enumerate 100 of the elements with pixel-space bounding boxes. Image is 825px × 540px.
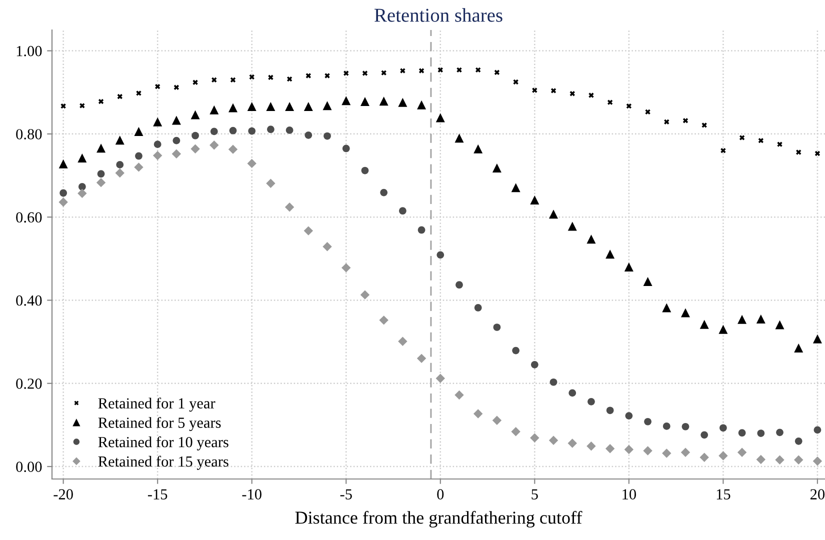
y-tick-label: 0.60 [16,212,42,223]
point [662,422,670,430]
point [624,262,634,272]
point [720,424,727,432]
x-tick-label: 0 [437,489,444,500]
point [570,91,575,96]
point [568,222,577,231]
y-tick-label: 1.00 [16,46,42,56]
x-tick-label: 20 [810,489,825,500]
point [80,103,85,108]
point [475,67,481,73]
point [136,90,142,96]
point [796,150,802,155]
point [511,183,520,192]
point [775,455,784,464]
x-tick-label: -15 [148,489,168,500]
point [134,162,144,172]
point [530,196,540,205]
point [680,308,690,318]
point [78,188,87,198]
point [474,144,483,154]
point [117,94,122,100]
point [549,210,558,219]
point [606,406,614,414]
point [190,110,200,120]
point [248,127,256,135]
point [626,103,632,109]
point [645,109,650,114]
x-tick-label: 10 [622,489,636,500]
point [436,251,444,259]
point [324,132,331,140]
legend-label: Retained for 1 year [98,398,216,412]
point [492,164,502,173]
point [606,250,615,259]
point [756,454,766,464]
point [718,451,728,460]
point [304,132,312,139]
point [680,448,690,457]
legend-label: Retained for 10 years [98,436,228,450]
chart-title: Retention shares [374,8,502,22]
point [417,100,426,110]
point [512,346,520,354]
point [98,98,104,104]
point [379,96,388,106]
x-tick-label: 15 [716,489,730,500]
point [777,142,782,147]
point [60,189,67,197]
point [247,158,256,168]
legend-label: Retained for 15 years [98,456,228,470]
point [361,166,369,174]
point [210,140,219,150]
point [700,431,708,439]
point [756,314,766,324]
point [115,136,124,145]
point [814,150,820,156]
point [812,334,822,344]
point [58,159,68,168]
point [644,418,652,426]
point [96,178,106,188]
point [190,144,200,154]
point [436,374,445,383]
point [586,234,596,244]
point [530,433,540,442]
point [418,226,426,234]
point [398,98,408,107]
point [379,316,388,325]
point [152,150,162,160]
point [814,426,822,434]
point [286,76,292,82]
point [286,126,294,134]
point [550,88,556,94]
legend-label: Retained for 5 years [98,416,221,432]
point [720,148,726,154]
point [530,360,538,368]
point [794,344,804,353]
point [812,456,822,466]
point [96,144,106,153]
point [738,429,746,437]
point [738,314,747,324]
x-axis-title: Distance from the grandfathering cutoff [295,510,582,528]
x-tick-label: -10 [242,489,262,500]
point [249,74,254,80]
point [737,448,747,457]
point [454,134,464,143]
point [78,183,86,190]
point [456,67,462,73]
y-tick-label: 0.00 [16,462,42,472]
point [456,281,463,289]
point [172,149,182,158]
point [115,168,124,178]
point [342,96,351,106]
point [266,178,276,188]
point [344,70,349,76]
point [588,92,594,98]
point [758,138,764,144]
point [400,68,406,74]
point [776,428,784,436]
point [775,320,784,330]
point [381,70,386,76]
point [210,128,218,136]
